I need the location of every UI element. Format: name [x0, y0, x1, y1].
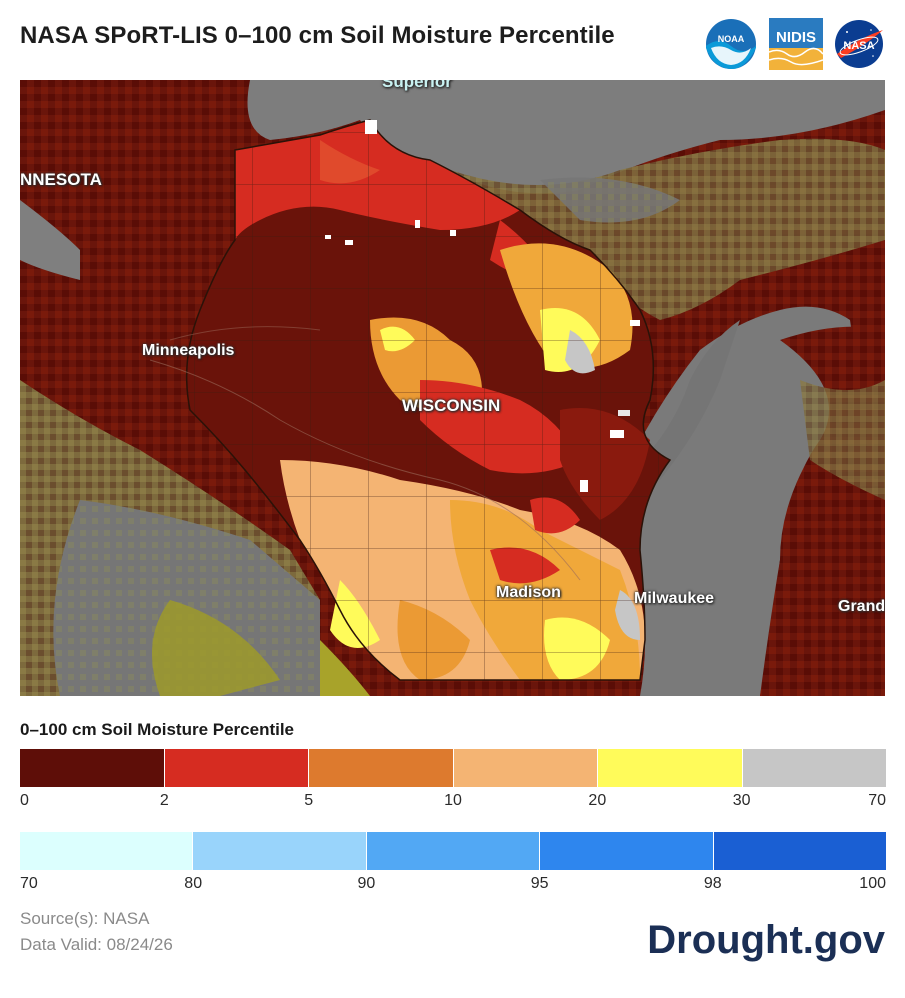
dry-legend-swatch: [164, 749, 309, 787]
minneapolis-label: Minneapolis: [142, 342, 235, 359]
wet-legend-tick: 98: [703, 875, 722, 892]
soil-moisture-map[interactable]: Superior NNESOTA Minneapolis WISCONSIN M…: [20, 80, 885, 696]
dry-legend-ticks: 0 2 5 10 20 30 70: [20, 792, 886, 812]
valid-date-text: Data Valid: 08/24/26: [20, 935, 173, 954]
drought-gov-brand[interactable]: Drought.gov: [647, 918, 885, 962]
legend-title: 0–100 cm Soil Moisture Percentile: [20, 720, 295, 739]
nasa-logo-text: NASA: [843, 40, 874, 52]
map-graphic: [20, 80, 885, 696]
lake-superior-label: Superior: [382, 80, 452, 91]
dry-legend-swatch: [742, 749, 886, 787]
noaa-logo[interactable]: NOAA: [705, 18, 757, 70]
source-text: Source(s): NASA: [20, 909, 150, 928]
dry-legend-swatch: [20, 749, 165, 787]
wet-legend-swatch: [713, 832, 887, 870]
dry-legend-bar: [20, 749, 886, 787]
wet-legend-tick: 100: [859, 875, 886, 892]
dry-legend-tick: 5: [304, 792, 314, 809]
logo-group: NOAA NIDIS NASA: [705, 18, 885, 70]
dry-legend-swatch: [309, 749, 454, 787]
page-title: NASA SPoRT-LIS 0–100 cm Soil Moisture Pe…: [20, 22, 615, 49]
dry-legend-tick: 2: [159, 792, 169, 809]
dry-legend-tick: 70: [868, 792, 886, 809]
wet-legend-bar: [20, 832, 887, 870]
wet-legend-swatch: [20, 832, 194, 870]
dry-legend-swatch: [598, 749, 743, 787]
wet-legend-swatch: [193, 832, 367, 870]
wet-legend-tick: 90: [357, 875, 376, 892]
grand-rapids-label: Grand: [838, 598, 885, 615]
dry-legend-tick: 30: [732, 792, 751, 809]
noaa-logo-text: NOAA: [718, 34, 745, 44]
dry-legend-tick: 10: [444, 792, 462, 809]
nidis-logo[interactable]: NIDIS: [768, 18, 824, 70]
wisconsin-label: WISCONSIN: [402, 396, 501, 415]
wet-legend-ticks: 70 80 90 95 98 100: [20, 875, 886, 895]
wet-legend-swatch: [366, 832, 541, 870]
dry-legend-tick: 20: [588, 792, 607, 809]
nasa-logo[interactable]: NASA: [833, 18, 885, 70]
milwaukee-label: Milwaukee: [634, 590, 715, 607]
wet-legend-tick: 80: [184, 875, 203, 892]
minnesota-label: NNESOTA: [20, 170, 102, 189]
wet-legend-tick: 70: [20, 875, 38, 892]
wet-legend-swatch: [540, 832, 714, 870]
dry-legend-tick: 0: [20, 792, 29, 809]
dry-legend-swatch: [453, 749, 598, 787]
madison-label: Madison: [496, 584, 561, 601]
nidis-logo-text: NIDIS: [776, 29, 816, 46]
wet-legend-tick: 95: [530, 875, 549, 892]
